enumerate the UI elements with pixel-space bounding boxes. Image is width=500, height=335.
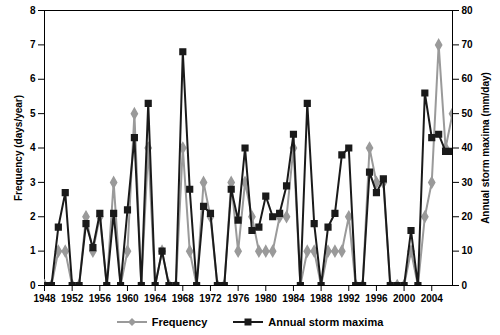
svg-text:8: 8	[30, 5, 36, 16]
html-text:Frequency: Frequency	[151, 316, 208, 328]
svg-text:1992: 1992	[338, 293, 361, 304]
svg-text:0: 0	[462, 280, 468, 291]
svg-text:7: 7	[30, 39, 36, 50]
html-text:Annual storm maxima: Annual storm maxima	[268, 316, 384, 328]
svg-text:50: 50	[462, 108, 474, 119]
svg-text:20: 20	[462, 211, 474, 222]
svg-text:Frequency (days/year): Frequency (days/year)	[13, 95, 24, 201]
svg-text:6: 6	[30, 73, 36, 84]
svg-text:1948: 1948	[33, 293, 56, 304]
svg-text:1952: 1952	[61, 293, 84, 304]
svg-text:80: 80	[462, 5, 474, 16]
svg-text:1960: 1960	[116, 293, 139, 304]
svg-text:Annual storm maxima (mm/day): Annual storm maxima (mm/day)	[480, 72, 491, 224]
svg-text:5: 5	[30, 108, 36, 119]
svg-text:0: 0	[30, 280, 36, 291]
svg-text:2: 2	[30, 211, 36, 222]
svg-text:70: 70	[462, 39, 474, 50]
svg-text:10: 10	[462, 245, 474, 256]
svg-text:1: 1	[30, 245, 36, 256]
svg-text:1956: 1956	[89, 293, 112, 304]
svg-text:1988: 1988	[310, 293, 333, 304]
svg-text:1996: 1996	[365, 293, 388, 304]
svg-text:1964: 1964	[144, 293, 167, 304]
svg-text:1980: 1980	[255, 293, 278, 304]
svg-text:4: 4	[30, 142, 36, 153]
svg-text:1984: 1984	[282, 293, 305, 304]
svg-text:30: 30	[462, 177, 474, 188]
svg-text:40: 40	[462, 142, 474, 153]
svg-text:1972: 1972	[199, 293, 222, 304]
svg-text:2000: 2000	[393, 293, 416, 304]
svg-text:2004: 2004	[421, 293, 444, 304]
svg-text:3: 3	[30, 177, 36, 188]
svg-text:1976: 1976	[227, 293, 250, 304]
svg-text:60: 60	[462, 73, 474, 84]
svg-text:1968: 1968	[172, 293, 195, 304]
